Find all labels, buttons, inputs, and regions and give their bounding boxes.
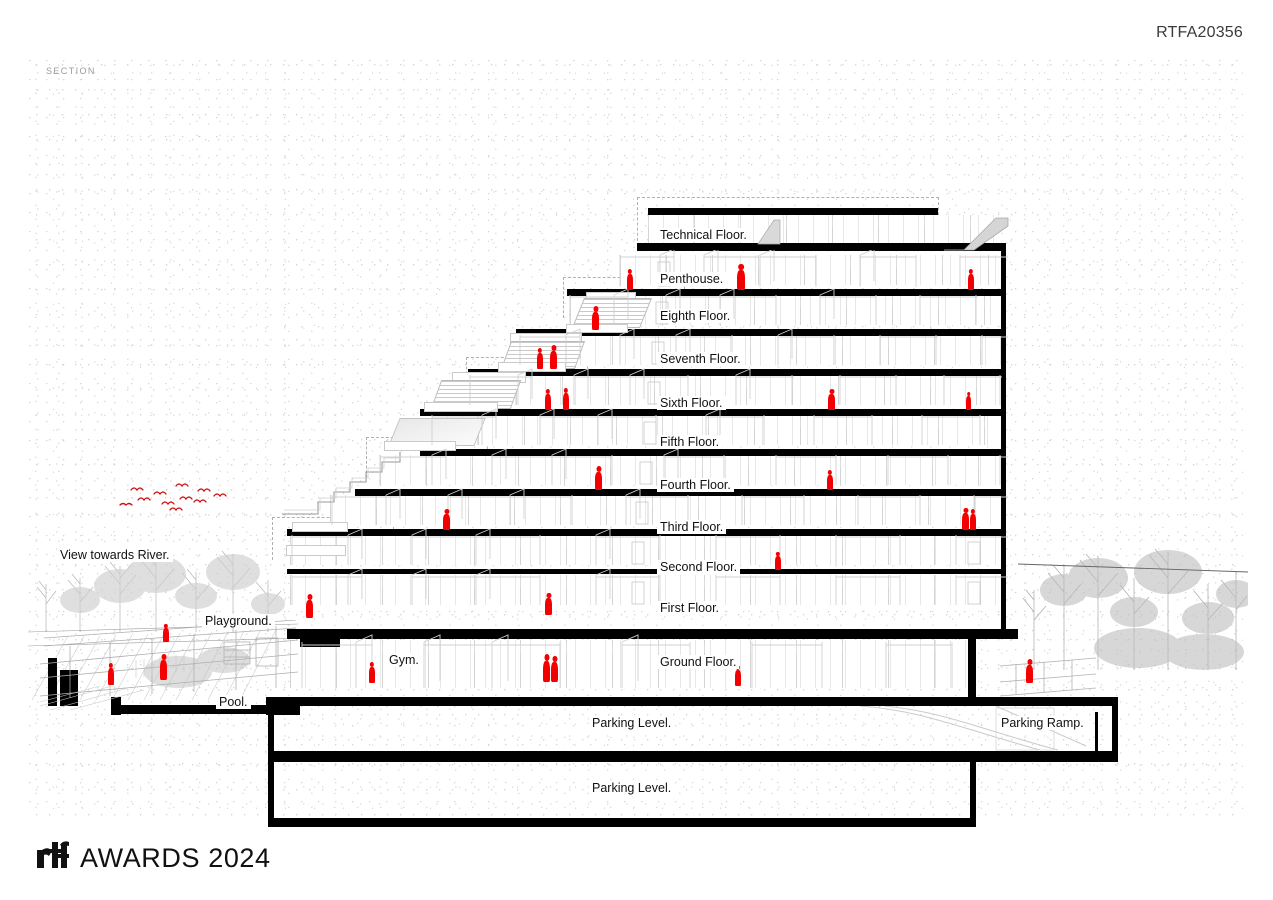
terrace-sixth bbox=[424, 402, 498, 412]
floor-label-eighth: Eighth Floor. bbox=[657, 309, 734, 323]
figure-person bbox=[543, 661, 550, 682]
floor-label-seventh: Seventh Floor. bbox=[657, 352, 744, 366]
birds-flock bbox=[119, 483, 227, 512]
figure-person bbox=[962, 513, 969, 530]
floor-label-technical: Technical Floor. bbox=[657, 228, 750, 242]
slab-podium-west-low bbox=[266, 697, 300, 715]
wall-core-east bbox=[968, 639, 976, 699]
rtf-logo-icon bbox=[37, 841, 69, 868]
slab-ramp-roof bbox=[976, 697, 1118, 706]
floor-label-sixth: Sixth Floor. bbox=[657, 396, 726, 410]
slab-second bbox=[287, 569, 1006, 574]
wall-parking-west bbox=[268, 706, 274, 818]
figure-person bbox=[627, 274, 633, 290]
west-pavilion-linework bbox=[40, 620, 299, 710]
slab-parking-upper bbox=[268, 751, 976, 762]
figure-person bbox=[595, 472, 602, 490]
figure-person bbox=[545, 598, 552, 615]
floor-label-parking-lower: Parking Level. bbox=[589, 781, 675, 795]
footer: AWARDS 2024 bbox=[36, 838, 271, 872]
terrace-second bbox=[286, 545, 346, 556]
floor-label-fifth: Fifth Floor. bbox=[657, 435, 723, 449]
figure-person bbox=[827, 475, 833, 490]
figure-person bbox=[443, 514, 450, 530]
west-stepped-profile bbox=[282, 452, 401, 515]
figure-person bbox=[775, 556, 781, 570]
parking-ramp-linework bbox=[859, 706, 1087, 751]
slab-ground bbox=[268, 697, 976, 706]
floor-label-ground: Ground Floor. bbox=[657, 655, 740, 669]
figure-person bbox=[737, 270, 745, 290]
figure-person bbox=[551, 662, 558, 682]
terrace-fifth bbox=[384, 441, 456, 451]
floor-label-fourth: Fourth Floor. bbox=[657, 478, 734, 492]
floor-body-first bbox=[290, 575, 1006, 605]
figure-person bbox=[592, 312, 599, 330]
figure-person bbox=[966, 396, 971, 410]
site-label-playground: Playground. bbox=[202, 614, 275, 628]
slab-first bbox=[287, 629, 1018, 639]
slab-ramp-floor bbox=[976, 751, 1118, 762]
figure-person bbox=[160, 660, 167, 680]
site-label-parking-ramp: Parking Ramp. bbox=[998, 716, 1087, 730]
wall-ramp-east bbox=[1112, 706, 1118, 752]
slab-technical-floor bbox=[637, 243, 1006, 251]
penthouse-canopy-element bbox=[757, 219, 781, 245]
slab-gym-head bbox=[300, 633, 340, 647]
awards-label: AWARDS 2024 bbox=[80, 843, 271, 873]
slab-sixth bbox=[420, 409, 1006, 416]
drawing-type-label: SECTION bbox=[46, 66, 96, 76]
wall-ramp-inner bbox=[1095, 712, 1098, 752]
right-walkway bbox=[1000, 657, 1097, 697]
wall-west-plinth bbox=[48, 658, 57, 706]
figure-person bbox=[563, 393, 569, 410]
wall-east-facade bbox=[1001, 251, 1006, 631]
figure-person bbox=[735, 670, 741, 686]
reference-code: RTFA20356 bbox=[1156, 24, 1243, 41]
figure-person bbox=[369, 667, 375, 683]
wall-west-pool-end bbox=[111, 697, 121, 715]
floor-label-third: Third Floor. bbox=[657, 520, 727, 534]
floor-body-seventh bbox=[520, 335, 1006, 365]
floor-label-parking-upper: Parking Level. bbox=[589, 716, 675, 730]
floor-body-second bbox=[290, 535, 1006, 565]
site-label-gym: Gym. bbox=[386, 653, 422, 667]
figure-person bbox=[537, 353, 543, 369]
site-label-river: View towards River. bbox=[57, 548, 173, 562]
slab-fifth bbox=[420, 449, 1006, 456]
floor-label-second: Second Floor. bbox=[657, 560, 741, 574]
figure-person bbox=[1026, 665, 1033, 683]
floor-label-first: First Floor. bbox=[657, 601, 723, 615]
figure-person bbox=[828, 394, 835, 410]
figure-person bbox=[970, 514, 976, 530]
terrace-third bbox=[292, 522, 348, 532]
figure-person bbox=[163, 628, 169, 642]
wall-parking-east bbox=[970, 762, 976, 818]
figure-person bbox=[545, 394, 551, 410]
site-label-pool: Pool. bbox=[216, 695, 251, 709]
figure-person bbox=[108, 668, 114, 685]
figure-person bbox=[306, 600, 313, 618]
slab-roof-technical bbox=[648, 208, 938, 215]
slab-podium-west bbox=[120, 705, 270, 714]
floor-label-penthouse: Penthouse. bbox=[657, 272, 727, 286]
slab-parking-lower bbox=[268, 818, 976, 827]
figure-person bbox=[550, 351, 557, 369]
figure-person bbox=[968, 274, 974, 290]
roof-plant-element bbox=[944, 217, 1009, 251]
